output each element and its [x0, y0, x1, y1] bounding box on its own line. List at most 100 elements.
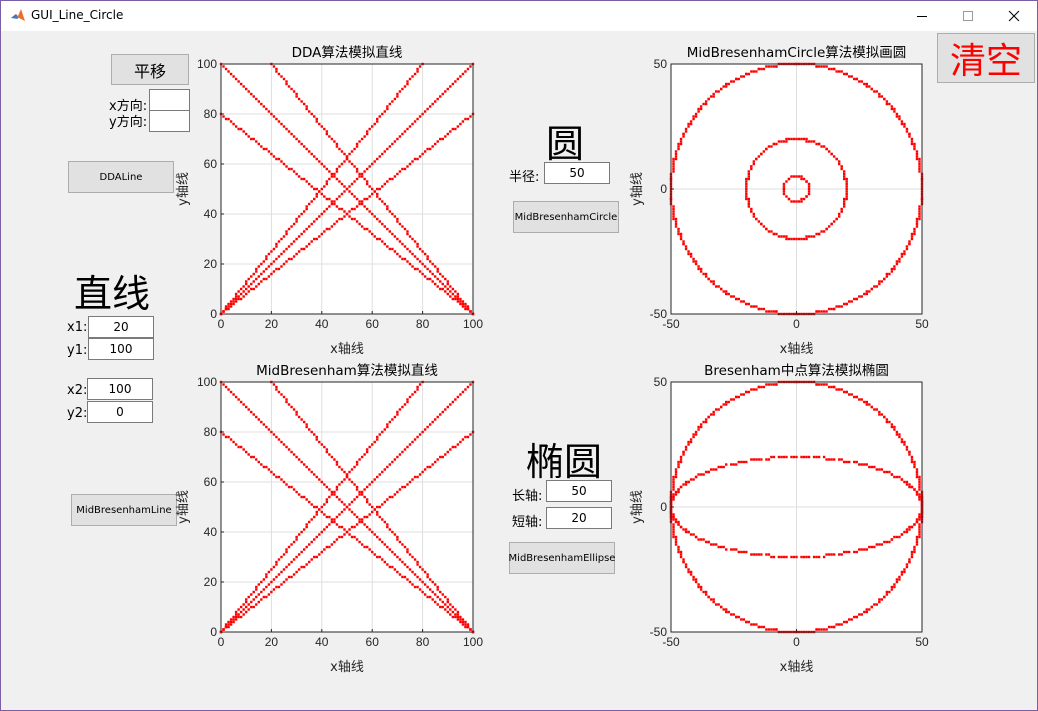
data-point	[338, 207, 341, 211]
data-point	[406, 230, 409, 233]
data-point	[817, 232, 821, 236]
x1-input[interactable]: 20	[88, 316, 154, 338]
dda-line-button[interactable]: DDALine	[68, 161, 174, 193]
data-point	[270, 272, 273, 276]
data-point	[242, 285, 245, 288]
data-point	[842, 390, 846, 394]
minor-axis-input[interactable]: 20	[546, 507, 612, 529]
data-point	[913, 142, 916, 146]
translate-button[interactable]: 平移	[111, 54, 189, 85]
data-point	[265, 107, 268, 111]
data-point	[320, 162, 323, 166]
data-point	[386, 245, 389, 248]
y-direction-input[interactable]	[149, 110, 190, 132]
data-point	[292, 453, 296, 456]
data-point	[853, 77, 856, 81]
data-point	[692, 433, 695, 436]
data-point	[355, 463, 359, 466]
data-point	[353, 165, 356, 168]
data-point	[267, 265, 271, 268]
data-point	[865, 548, 868, 551]
data-point	[451, 297, 455, 301]
data-point	[257, 142, 260, 146]
mid-bresenham-ellipse-button[interactable]: MidBresenhamEllipse	[509, 542, 615, 574]
data-point	[272, 270, 276, 273]
mid-bresenham-circle-button[interactable]: MidBresenhamCircle	[513, 201, 619, 233]
data-point	[313, 187, 316, 191]
data-point	[393, 533, 397, 536]
data-point	[282, 235, 286, 238]
data-point	[277, 267, 281, 271]
data-point	[396, 220, 399, 223]
data-point	[378, 197, 381, 201]
data-point	[737, 615, 740, 619]
data-point	[431, 463, 434, 466]
data-point	[777, 235, 781, 238]
close-button[interactable]	[991, 1, 1037, 31]
data-point	[287, 485, 291, 489]
data-point	[423, 265, 427, 268]
data-point	[772, 232, 776, 236]
data-point	[310, 558, 313, 561]
data-point	[328, 523, 331, 526]
x2-input[interactable]: 100	[87, 378, 153, 400]
radius-input[interactable]: 50	[544, 162, 610, 184]
data-point	[725, 400, 728, 404]
data-point	[910, 142, 914, 146]
data-point	[689, 478, 693, 481]
chart-axes-2[interactable]: 0 20 40 60 80 100020406080100MidBresenham算法模拟…	[176, 363, 483, 675]
data-point	[837, 305, 841, 308]
data-point	[265, 277, 268, 281]
data-point	[381, 540, 384, 544]
data-point	[247, 595, 250, 599]
data-point	[388, 528, 392, 531]
data-point	[888, 590, 891, 594]
data-point	[302, 548, 306, 551]
data-point	[413, 255, 417, 258]
y2-input[interactable]: 0	[87, 401, 153, 423]
data-point	[255, 270, 258, 273]
data-point	[770, 310, 773, 313]
y-tick-label: 60	[204, 157, 218, 171]
chart-axes-3[interactable]: -50 0 50-50050MidBresenhamCircle算法模拟画圆x轴线y…	[630, 45, 929, 357]
data-point	[888, 540, 891, 544]
data-point	[348, 160, 351, 163]
x-tick-label: 20	[265, 317, 279, 331]
clear-button[interactable]: 清空	[937, 33, 1035, 83]
data-point	[684, 127, 688, 131]
data-point	[725, 85, 728, 88]
data-point	[742, 300, 745, 303]
data-point	[272, 260, 276, 263]
data-point	[305, 523, 308, 526]
data-point	[267, 583, 271, 586]
maximize-button[interactable]	[945, 1, 991, 31]
major-axis-input[interactable]: 50	[546, 480, 612, 502]
data-point	[260, 262, 263, 266]
data-point	[875, 603, 879, 606]
mid-bresenham-line-button[interactable]: MidBresenhamLine	[71, 494, 177, 526]
data-point	[300, 495, 303, 499]
data-point	[401, 543, 404, 546]
data-point	[750, 165, 753, 168]
data-point	[697, 107, 700, 111]
data-point	[376, 237, 379, 241]
data-point	[428, 277, 432, 281]
data-point	[915, 473, 919, 476]
y1-input[interactable]: 100	[88, 338, 154, 360]
data-point	[350, 192, 354, 196]
data-point	[770, 383, 773, 386]
data-point	[815, 142, 818, 146]
data-point	[807, 190, 811, 193]
data-point	[350, 510, 354, 514]
data-point	[340, 535, 344, 539]
data-point	[381, 470, 384, 474]
data-point	[772, 310, 776, 313]
data-point	[373, 122, 376, 126]
data-point	[677, 550, 680, 554]
data-point	[918, 530, 921, 534]
data-point	[454, 297, 457, 301]
data-point	[717, 285, 720, 288]
minimize-button[interactable]	[899, 1, 945, 31]
